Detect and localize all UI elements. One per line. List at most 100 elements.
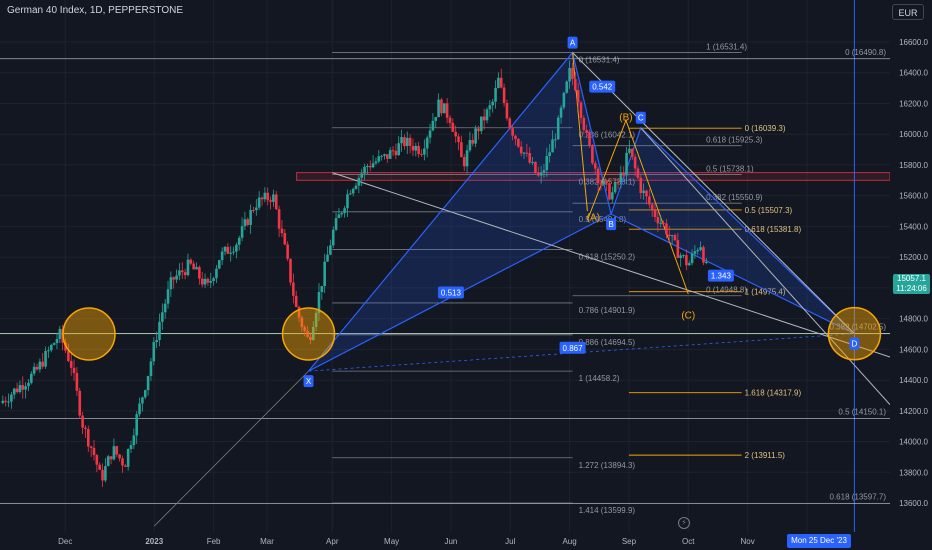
time-tick: Jun	[444, 537, 457, 546]
currency-selector[interactable]: EUR	[892, 4, 924, 20]
candle-body	[477, 128, 480, 132]
time-tick: Sep	[622, 537, 637, 546]
candle-body	[485, 109, 489, 121]
candle-body	[78, 390, 82, 416]
candle-body	[508, 118, 512, 129]
candle-body	[343, 208, 346, 214]
fib-right-label: 0.382 (15550.9)	[706, 193, 763, 202]
candle-body	[58, 328, 62, 340]
candle-body	[602, 180, 606, 185]
candle-body	[499, 77, 503, 88]
candle-body	[311, 327, 315, 340]
candle-body	[611, 192, 614, 200]
candle-body	[220, 251, 224, 261]
candle-body	[249, 209, 252, 225]
candle-body	[309, 336, 312, 340]
candle-body	[411, 145, 415, 151]
fib-right-label: 0.618 (15925.3)	[706, 136, 763, 145]
crosshair-date-label: Mon 25 Dec '23	[787, 534, 851, 548]
candle-body	[109, 456, 113, 460]
candle-body	[679, 255, 682, 258]
trend-line-lower	[332, 172, 891, 358]
far-label: 0.618 (13597.7)	[830, 492, 887, 501]
candle-body	[451, 122, 455, 132]
pattern-point-label: A	[570, 39, 576, 48]
candle-body	[169, 277, 173, 290]
pattern-point-box	[635, 111, 646, 124]
trend-line-ad	[572, 52, 855, 335]
candle-body	[400, 137, 403, 144]
ratio-label: 0.513	[441, 288, 462, 297]
candle-body	[579, 102, 583, 119]
candle-body	[317, 291, 321, 313]
candle-body	[693, 251, 697, 254]
candle-body	[351, 188, 355, 194]
pattern-point-label: X	[306, 377, 312, 386]
candle-body	[457, 136, 460, 143]
pattern-point-box	[303, 375, 314, 388]
candle-body	[72, 367, 76, 373]
price-tick: 14200.0	[899, 407, 928, 416]
candle-body	[545, 156, 549, 171]
ratio-box	[559, 341, 586, 354]
pattern-point-label: D	[852, 340, 858, 349]
candle-body	[514, 135, 517, 139]
candle-body	[371, 163, 375, 168]
ratio-box	[437, 286, 464, 299]
candle-body	[92, 447, 96, 456]
candle-body	[18, 385, 22, 393]
candle-body	[480, 116, 483, 132]
candle-body	[702, 247, 705, 263]
candle-body	[585, 130, 588, 133]
candle-body	[89, 446, 93, 448]
candle-body	[303, 327, 307, 331]
price-tick: 15600.0	[899, 192, 928, 201]
candle-body	[30, 373, 33, 383]
candle-body	[442, 103, 446, 114]
candle-body	[337, 214, 341, 219]
candle-body	[44, 350, 47, 367]
candle-body	[423, 148, 426, 155]
candle-body	[232, 251, 235, 253]
candle-body	[648, 196, 651, 205]
ratio-label: 0.867	[563, 344, 584, 353]
candle-body	[41, 361, 45, 367]
candle-body	[272, 194, 275, 202]
candle-body	[676, 240, 680, 258]
candle-body	[260, 197, 264, 200]
candle-body	[690, 253, 694, 264]
candle-body	[428, 130, 432, 138]
candle-body	[289, 258, 292, 283]
candle-body	[195, 267, 198, 270]
candle-body	[542, 170, 546, 173]
candle-body	[380, 155, 383, 157]
fib-label: 0.236 (16042.1)	[579, 131, 636, 140]
candle-body	[568, 67, 571, 82]
candles	[1, 60, 708, 487]
fib-label: 0.886 (14694.5)	[579, 338, 636, 347]
candle-body	[269, 200, 272, 202]
time-axis[interactable]: Dec2023FebMarAprMayJunJulAugSepOctNovDec	[0, 532, 890, 550]
price-tick: 16600.0	[899, 38, 928, 47]
candle-body	[55, 339, 59, 344]
candle-body	[255, 207, 258, 211]
flash-icon[interactable]: ⚡	[678, 517, 690, 529]
candle-body	[320, 286, 324, 292]
abc-label: (C)	[681, 311, 695, 322]
candle-body	[528, 153, 532, 163]
candle-body	[625, 152, 628, 176]
candle-body	[374, 161, 378, 164]
time-tick: Jul	[505, 537, 515, 546]
candle-body	[425, 137, 429, 149]
time-tick: Nov	[740, 537, 754, 546]
ext-label: 2 (13911.5)	[745, 451, 786, 460]
last-price-tag: 15057.1 11:24:06	[893, 274, 930, 294]
pattern-point-box	[849, 337, 860, 350]
fib-label: 0.618 (15250.2)	[579, 252, 636, 261]
price-tick: 14000.0	[899, 438, 928, 447]
candle-body	[548, 152, 551, 157]
candle-body	[408, 137, 412, 146]
candle-body	[556, 117, 560, 140]
abc-label: (A)	[587, 212, 600, 223]
